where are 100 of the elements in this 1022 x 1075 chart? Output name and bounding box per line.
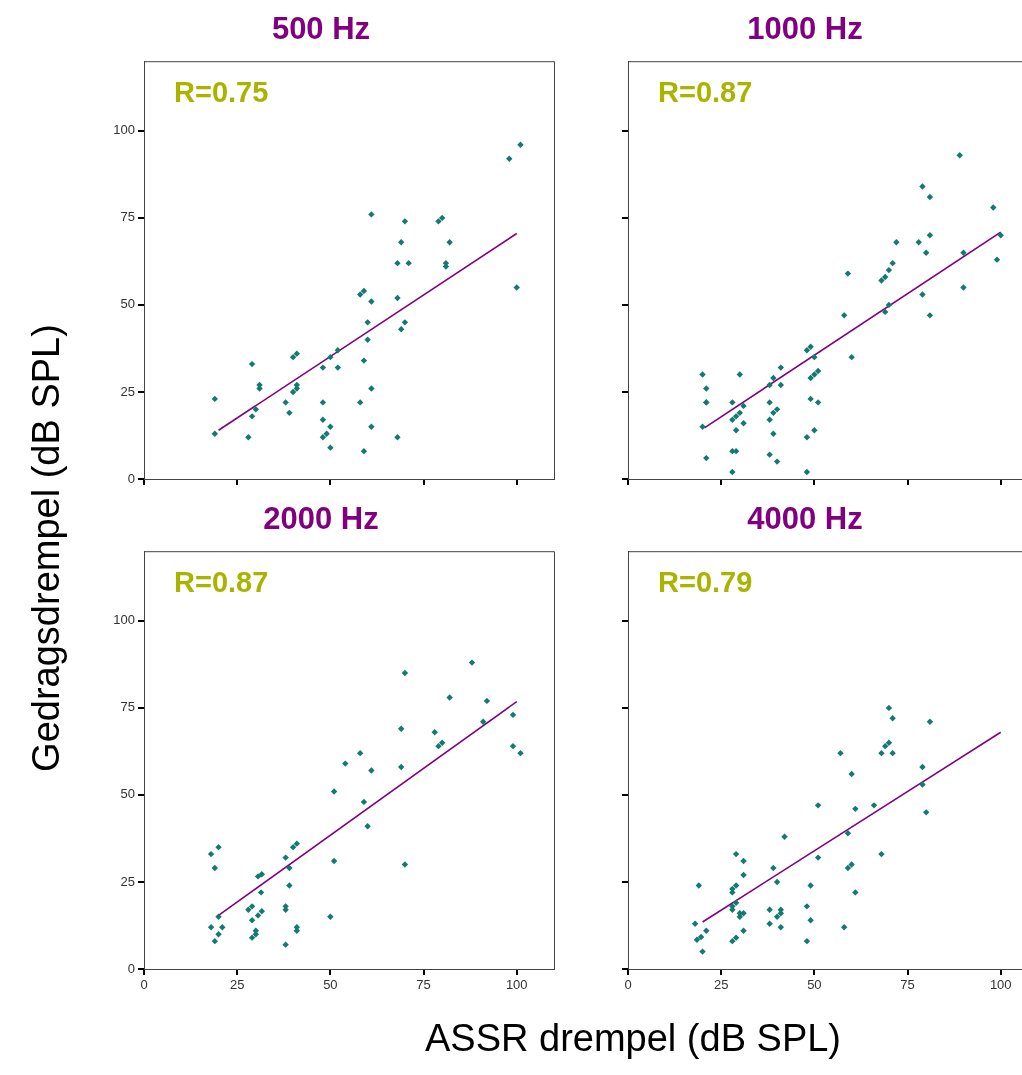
point — [840, 924, 848, 931]
chart-title: 2000 Hz — [263, 501, 379, 537]
point — [360, 357, 368, 364]
point — [852, 805, 859, 813]
y-tick-label: 50 — [120, 786, 135, 802]
point — [773, 913, 781, 920]
point — [282, 854, 289, 861]
point — [327, 423, 334, 430]
y-tick-label: 50 — [120, 296, 135, 312]
chart-title: 4000 Hz — [747, 501, 863, 537]
point — [401, 669, 409, 677]
point — [254, 912, 262, 919]
x-tick-label: 75 — [416, 977, 431, 993]
point — [509, 742, 517, 750]
y-tick-label: 75 — [120, 209, 135, 225]
point — [252, 927, 260, 934]
point — [922, 809, 930, 816]
point — [483, 697, 491, 705]
point — [282, 941, 289, 948]
point — [293, 350, 301, 357]
point — [286, 882, 293, 889]
x-tick-label: 50 — [807, 977, 822, 993]
point — [885, 704, 893, 712]
y-tick-label: 25 — [120, 873, 135, 889]
point — [517, 749, 524, 757]
point — [368, 298, 375, 305]
point — [211, 395, 219, 403]
point — [919, 781, 926, 788]
point — [215, 913, 222, 920]
y-tick-label: 0 — [127, 470, 135, 486]
point — [777, 924, 785, 931]
point — [870, 802, 878, 809]
point — [207, 850, 215, 858]
point — [695, 882, 703, 889]
point — [356, 291, 364, 298]
point — [732, 882, 740, 889]
annotation: R=0.87 — [174, 565, 269, 598]
point — [807, 882, 814, 889]
point — [248, 917, 256, 924]
point — [837, 749, 844, 757]
x-tick-label: 100 — [989, 977, 1012, 993]
x-tick-label: 25 — [713, 977, 729, 993]
point — [327, 444, 334, 451]
point — [693, 936, 701, 943]
point — [319, 434, 327, 441]
point — [889, 715, 896, 722]
point — [405, 259, 412, 267]
point — [219, 924, 226, 931]
point — [438, 739, 446, 746]
point — [509, 711, 517, 719]
point — [356, 749, 364, 757]
chart-title: 1000 Hz — [747, 11, 863, 47]
point — [446, 694, 453, 701]
y-tick-label: 100 — [113, 612, 135, 628]
point — [394, 294, 401, 302]
x-tick-label: 75 — [900, 977, 915, 993]
y-tick-label: 25 — [120, 383, 135, 399]
point — [770, 864, 777, 872]
point — [248, 360, 256, 368]
point — [703, 927, 710, 934]
point — [319, 364, 327, 371]
point — [360, 798, 368, 806]
point — [319, 399, 327, 406]
point — [211, 937, 219, 945]
point — [394, 434, 401, 441]
y-tick-label: 75 — [120, 699, 135, 715]
point — [258, 908, 265, 915]
point — [254, 873, 262, 880]
point — [293, 840, 301, 847]
point — [732, 899, 740, 907]
point — [364, 319, 371, 326]
point — [848, 770, 855, 778]
point — [803, 937, 811, 945]
x-tick-label: 0 — [624, 977, 632, 993]
point — [286, 864, 293, 872]
point — [289, 843, 297, 851]
y-tick-label: 0 — [127, 960, 135, 976]
point — [401, 218, 409, 225]
chart-title: 500 Hz — [271, 11, 371, 47]
point — [766, 906, 773, 914]
point — [766, 920, 773, 927]
annotation: R=0.79 — [658, 565, 753, 598]
point — [327, 913, 334, 920]
x-axis-title: ASSR drempel (dB SPL) — [424, 1016, 842, 1060]
point — [885, 739, 893, 746]
point — [397, 239, 405, 246]
annotation: R=0.87 — [658, 75, 753, 108]
point — [356, 399, 364, 406]
point — [360, 287, 368, 295]
point — [368, 423, 375, 430]
point — [517, 141, 524, 148]
point — [848, 861, 855, 868]
point — [394, 259, 401, 267]
point — [368, 767, 375, 774]
point — [781, 833, 788, 840]
point — [740, 871, 747, 879]
point — [330, 857, 338, 865]
point — [289, 388, 297, 396]
point — [258, 871, 265, 878]
point — [513, 284, 520, 291]
